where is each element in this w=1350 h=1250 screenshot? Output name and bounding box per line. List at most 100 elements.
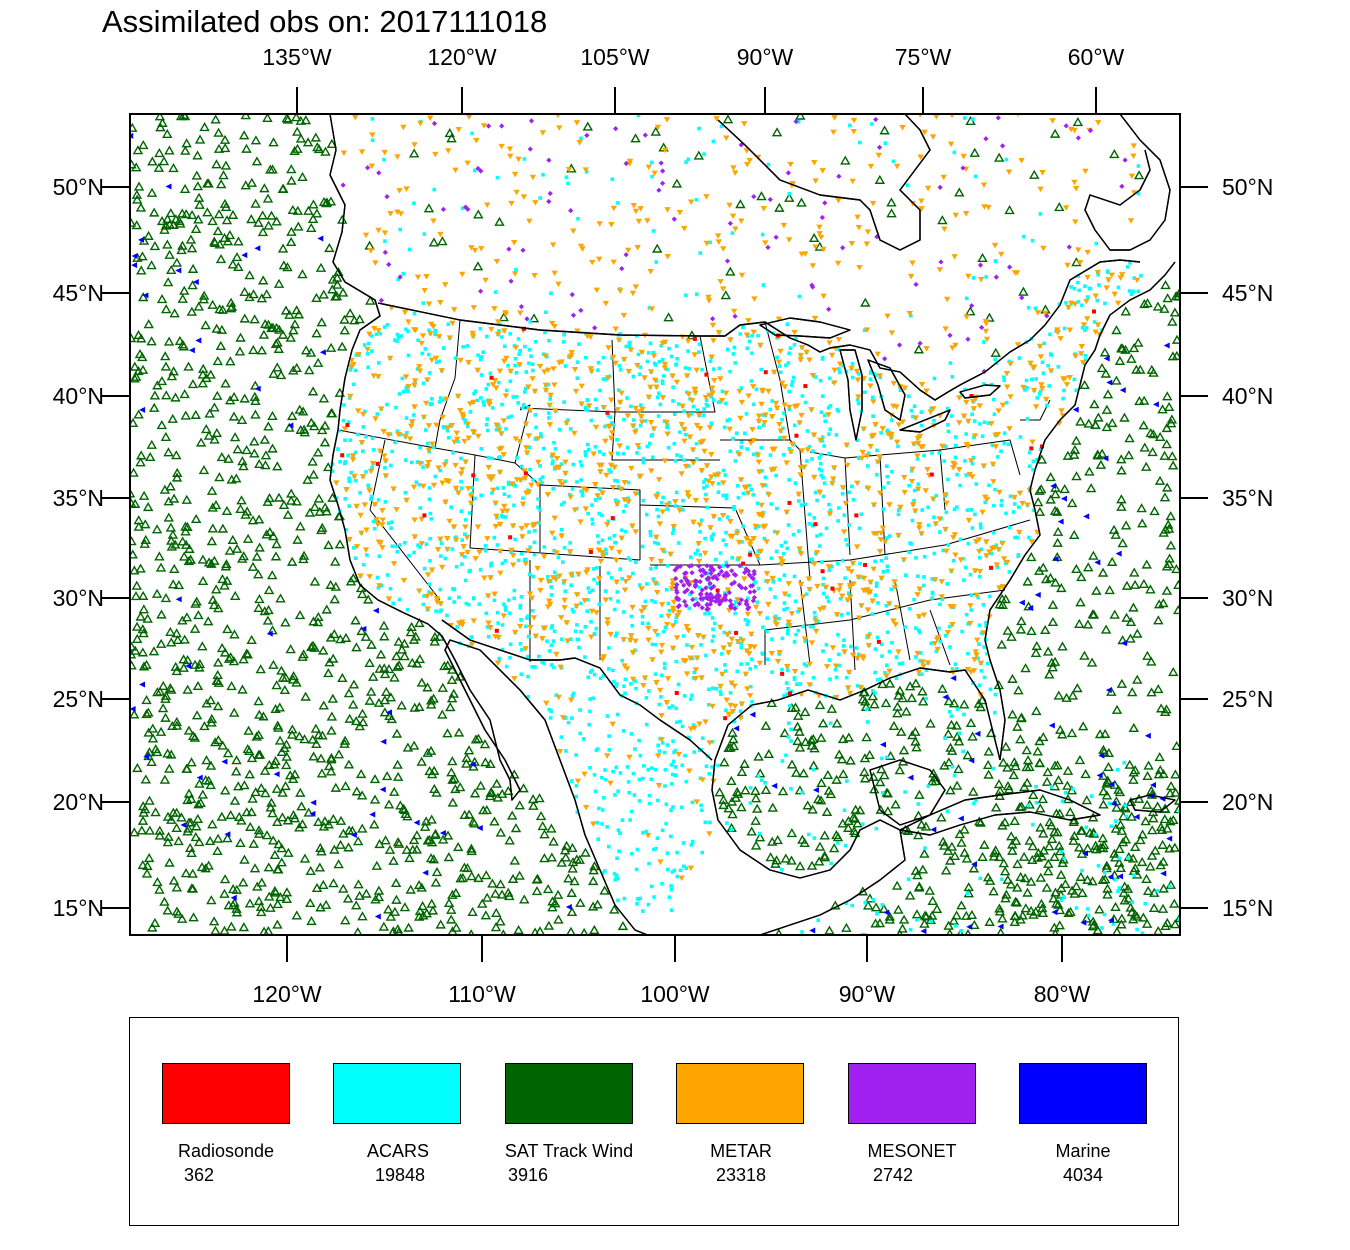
sat-track-wind-marker xyxy=(219,874,231,884)
metar-marker xyxy=(653,384,660,390)
acars-marker xyxy=(521,406,525,410)
metar-marker xyxy=(571,430,578,437)
sat-track-wind-marker xyxy=(222,833,233,843)
sat-track-wind-marker xyxy=(806,735,817,745)
metar-marker xyxy=(725,712,733,718)
sat-track-wind-marker xyxy=(274,324,285,334)
acars-marker xyxy=(486,428,490,433)
acars-marker xyxy=(485,417,490,421)
acars-marker xyxy=(724,708,728,712)
sat-track-wind-marker xyxy=(149,241,161,251)
metar-marker xyxy=(692,667,700,673)
sat-track-wind-marker xyxy=(338,883,349,893)
sat-track-wind-marker xyxy=(180,868,192,878)
metar-marker xyxy=(763,571,771,577)
acars-marker xyxy=(424,542,429,546)
acars-marker xyxy=(545,574,550,579)
metar-marker xyxy=(696,721,703,728)
acars-marker xyxy=(763,781,767,785)
acars-marker xyxy=(748,801,753,805)
metar-marker xyxy=(811,561,818,567)
acars-marker xyxy=(896,512,901,517)
sat-track-wind-marker xyxy=(146,336,157,346)
acars-marker xyxy=(784,363,788,368)
acars-marker xyxy=(465,344,470,348)
metar-marker xyxy=(411,517,418,524)
metar-marker xyxy=(890,380,898,387)
acars-marker xyxy=(945,406,950,411)
acars-marker xyxy=(459,456,463,461)
acars-marker xyxy=(719,652,724,656)
acars-marker xyxy=(595,747,600,751)
metar-marker xyxy=(901,489,908,496)
metar-marker xyxy=(771,446,778,452)
sat-track-wind-marker xyxy=(1022,755,1034,765)
sat-track-wind-marker xyxy=(1162,823,1173,833)
acars-marker xyxy=(875,472,879,477)
acars-marker xyxy=(842,638,846,642)
acars-marker xyxy=(551,486,555,491)
sat-track-wind-marker xyxy=(904,890,916,900)
sat-track-wind-marker xyxy=(183,725,195,735)
sat-track-wind-marker xyxy=(367,671,379,681)
acars-marker xyxy=(492,535,497,540)
metar-marker xyxy=(658,642,666,649)
acars-marker xyxy=(846,591,851,595)
sat-track-wind-marker xyxy=(193,610,204,620)
sat-track-wind-marker xyxy=(383,663,395,674)
sat-track-wind-marker xyxy=(780,853,792,863)
sat-track-wind-marker xyxy=(1023,601,1034,611)
sat-track-wind-marker xyxy=(217,574,228,584)
metar-marker xyxy=(659,509,666,515)
acars-marker xyxy=(648,341,653,346)
sat-track-wind-marker xyxy=(202,178,213,188)
metar-marker xyxy=(488,326,495,333)
acars-marker xyxy=(653,363,658,367)
metar-marker xyxy=(697,440,705,446)
sat-track-wind-marker xyxy=(1103,777,1114,787)
sat-track-wind-marker xyxy=(242,533,254,543)
acars-marker xyxy=(647,306,652,310)
right-lat-label: 40°N xyxy=(1222,383,1274,409)
acars-marker xyxy=(526,406,530,410)
sat-track-wind-marker xyxy=(384,844,396,854)
sat-track-wind-marker xyxy=(295,521,306,531)
sat-track-wind-marker xyxy=(1079,650,1090,660)
acars-marker xyxy=(531,368,535,373)
acars-marker xyxy=(1031,459,1036,464)
sat-track-wind-marker xyxy=(386,713,398,724)
sat-track-wind-marker xyxy=(1020,903,1031,913)
acars-marker xyxy=(650,455,655,460)
sat-track-wind-marker xyxy=(194,778,205,788)
metar-marker xyxy=(825,564,833,570)
acars-marker xyxy=(623,677,628,682)
sat-track-wind-marker xyxy=(1099,347,1111,357)
acars-marker xyxy=(538,508,542,512)
acars-marker xyxy=(475,398,480,403)
sat-track-wind-marker xyxy=(1138,578,1150,589)
acars-marker xyxy=(795,682,799,687)
sat-track-wind-marker xyxy=(275,892,286,902)
sat-track-wind-marker xyxy=(335,839,346,849)
metar-marker xyxy=(765,601,772,608)
sat-track-wind-marker xyxy=(513,924,524,935)
acars-marker xyxy=(615,682,619,686)
sat-track-wind-marker xyxy=(137,647,149,657)
acars-marker xyxy=(885,464,889,468)
sat-track-wind-marker xyxy=(285,332,296,342)
acars-marker xyxy=(660,673,664,678)
acars-marker xyxy=(660,357,665,362)
metar-marker xyxy=(752,604,760,611)
metar-marker xyxy=(380,429,387,435)
sat-track-wind-marker xyxy=(879,770,890,780)
sat-track-wind-marker xyxy=(1041,882,1053,892)
metar-marker xyxy=(500,452,507,458)
metar-marker xyxy=(990,479,997,485)
acars-marker xyxy=(474,477,479,482)
metar-marker xyxy=(466,401,474,407)
metar-marker xyxy=(916,522,923,528)
sat-track-wind-marker xyxy=(216,642,228,653)
metar-marker xyxy=(760,524,767,530)
left-lat-label: 25°N xyxy=(52,686,104,712)
sat-track-wind-marker xyxy=(534,793,545,803)
